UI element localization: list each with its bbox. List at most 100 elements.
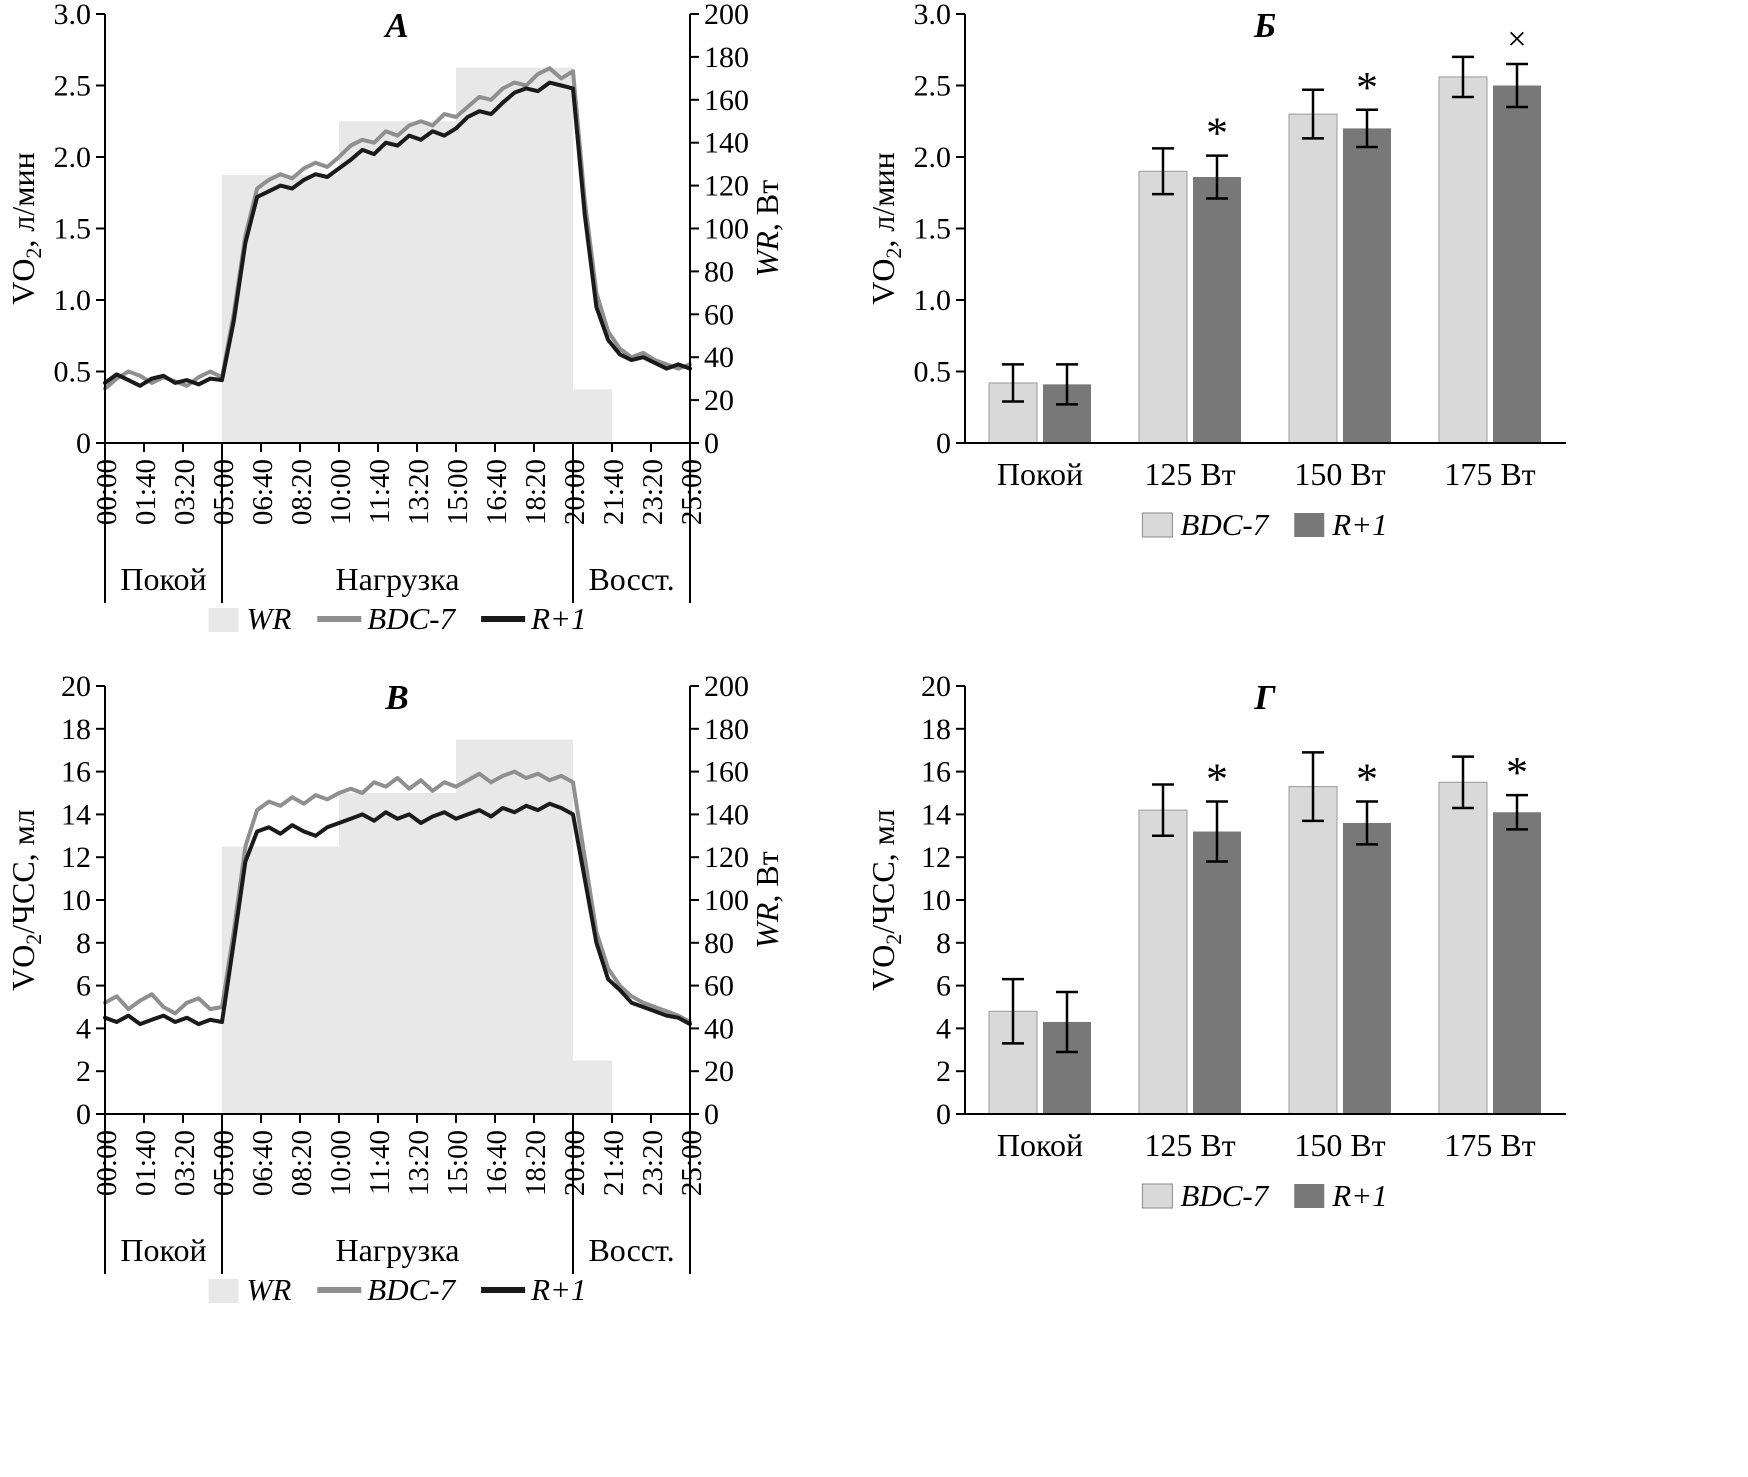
wr-step-area bbox=[105, 739, 690, 1114]
legend-swatch-area bbox=[208, 1279, 239, 1303]
panel-V-content: 0246810121416182002040608010012014016018… bbox=[5, 670, 785, 1307]
y-tick-label: 4 bbox=[76, 1012, 91, 1045]
x-tick-label: 11:40 bbox=[364, 459, 396, 524]
y-tick-label: 14 bbox=[61, 798, 91, 831]
significance-mark: * bbox=[1356, 63, 1378, 112]
y2-tick-label: 60 bbox=[704, 298, 734, 331]
panel-g-title: Г bbox=[1254, 678, 1276, 717]
series-line-BDC-7 bbox=[103, 769, 692, 1024]
x-tick-label: 16:40 bbox=[481, 459, 513, 525]
x-tick-label: 00:00 bbox=[91, 459, 123, 525]
category-label: 125 Вт bbox=[1144, 1127, 1235, 1163]
bar-BDC-7-150 Вт bbox=[1288, 786, 1338, 1115]
y-tick-label: 16 bbox=[61, 756, 91, 789]
y2-tick-label: 160 bbox=[704, 84, 749, 117]
category-label: Покой bbox=[997, 1127, 1083, 1163]
legend-label: R+1 bbox=[1331, 1178, 1387, 1213]
legend-swatch-box bbox=[1141, 1183, 1173, 1209]
y-tick-label: 10 bbox=[61, 884, 91, 917]
y2-tick-label: 80 bbox=[704, 927, 734, 960]
category-label: 175 Вт bbox=[1444, 456, 1535, 492]
y-tick-label: 20 bbox=[921, 670, 951, 703]
y-tick-label: 10 bbox=[921, 884, 951, 917]
y2-tick-label: 200 bbox=[704, 670, 749, 703]
y2-tick-label: 20 bbox=[704, 1055, 734, 1088]
x-tick-label: 08:20 bbox=[286, 1130, 318, 1196]
legend-swatch-box bbox=[1141, 512, 1173, 538]
y2-tick-label: 0 bbox=[704, 1098, 719, 1131]
category-label: 125 Вт bbox=[1144, 456, 1235, 492]
y-tick-label: 12 bbox=[61, 841, 91, 874]
x-tick-label: 05:00 bbox=[208, 459, 240, 525]
bar-R+1-125 Вт bbox=[1193, 831, 1241, 1114]
y2-axis-title: WR, Вт bbox=[749, 180, 785, 278]
y2-tick-label: 40 bbox=[704, 1012, 734, 1045]
x-tick-label: 18:20 bbox=[520, 1130, 552, 1196]
panel-G-bar-chart: * * * 0 2 4 6 8 10 12 14 16 18 20 Покой 125 Вт 150 Вт 175… bbox=[865, 670, 1566, 1213]
series-line-R+1 bbox=[103, 801, 692, 1027]
y2-tick-label: 80 bbox=[704, 255, 734, 288]
y2-tick-label: 140 bbox=[704, 798, 749, 831]
bar-R+1-175 Вт bbox=[1493, 85, 1541, 443]
x-tick-label: 23:20 bbox=[637, 459, 669, 525]
y-axis-title: VO2, л/мин bbox=[865, 152, 906, 305]
x-tick-label: 13:20 bbox=[403, 1130, 435, 1196]
phase-label: Восст. bbox=[588, 561, 674, 597]
y-tick-label: 18 bbox=[61, 713, 91, 746]
x-tick-label: 01:40 bbox=[130, 459, 162, 525]
y-tick-label: 2 bbox=[936, 1055, 951, 1088]
x-tick-label: 21:40 bbox=[598, 459, 630, 525]
x-tick-label: 06:40 bbox=[247, 1130, 279, 1196]
y-tick-label: 0 bbox=[76, 1098, 91, 1131]
x-tick-label: 16:40 bbox=[481, 1130, 513, 1196]
bar-BDC-7-175 Вт bbox=[1438, 76, 1488, 444]
x-tick-label: 10:00 bbox=[325, 1130, 357, 1196]
x-tick-label: 06:40 bbox=[247, 459, 279, 525]
y-tick-label: 18 bbox=[921, 713, 951, 746]
legend-label: WR bbox=[247, 1272, 292, 1307]
y2-tick-label: 180 bbox=[704, 41, 749, 74]
category-label: 175 Вт bbox=[1444, 1127, 1535, 1163]
x-tick-label: 25:00 bbox=[676, 1130, 708, 1196]
y-tick-label: 3.0 bbox=[914, 0, 952, 31]
significance-mark: * bbox=[1506, 748, 1528, 797]
y-tick-label: 8 bbox=[76, 927, 91, 960]
bar-BDC-7-150 Вт bbox=[1288, 113, 1338, 444]
panel-G-content: * * * 0 2 4 6 8 10 12 14 16 18 20 Покой 125 Вт 150 Вт 175… bbox=[865, 670, 1566, 1213]
panel-v-title: В bbox=[385, 678, 409, 717]
phase-label: Нагрузка bbox=[336, 1232, 460, 1268]
legend-label: R+1 bbox=[1331, 507, 1387, 542]
y-tick-label: 6 bbox=[936, 970, 951, 1003]
legend-label: BDC-7 bbox=[367, 1272, 456, 1307]
panel-B-bar-chart: * * × 0 0.5 1.0 1.5 2.0 2.5 3.0 Покой 125 Вт 150 Вт 1… bbox=[865, 0, 1566, 542]
x-tick-label: 10:00 bbox=[325, 459, 357, 525]
phase-label: Восст. bbox=[588, 1232, 674, 1268]
y2-tick-label: 120 bbox=[704, 841, 749, 874]
y-tick-label: 0 bbox=[76, 427, 91, 460]
y2-axis-title: WR, Вт bbox=[749, 851, 785, 949]
legend: WR BDC-7 R+1 bbox=[208, 1272, 586, 1307]
y2-tick-label: 20 bbox=[704, 384, 734, 417]
legend-label: R+1 bbox=[530, 601, 586, 636]
bar-R+1-150 Вт bbox=[1343, 822, 1391, 1114]
y-tick-label: 2.0 bbox=[54, 141, 92, 174]
panel-a-title: А bbox=[385, 6, 409, 45]
legend: BDC-7 R+1 bbox=[1141, 507, 1388, 542]
y-tick-label: 16 bbox=[921, 756, 951, 789]
bar-R+1-175 Вт bbox=[1493, 812, 1541, 1114]
series-line-R+1 bbox=[103, 80, 692, 388]
y-axis-title: VO2/ЧСС, мл bbox=[5, 809, 46, 991]
y-tick-label: 20 bbox=[61, 670, 91, 703]
y-tick-label: 2 bbox=[76, 1055, 91, 1088]
y-tick-label: 2.5 bbox=[54, 70, 92, 103]
y2-tick-label: 140 bbox=[704, 127, 749, 160]
y-tick-label: 1.0 bbox=[54, 284, 92, 317]
x-tick-label: 01:40 bbox=[130, 1130, 162, 1196]
y-tick-label: 0.5 bbox=[54, 356, 92, 389]
y-tick-label: 3.0 bbox=[54, 0, 92, 31]
y2-tick-label: 100 bbox=[704, 884, 749, 917]
legend-swatch-box bbox=[1294, 1184, 1325, 1208]
x-tick-label: 13:20 bbox=[403, 459, 435, 525]
y-tick-label: 8 bbox=[936, 927, 951, 960]
